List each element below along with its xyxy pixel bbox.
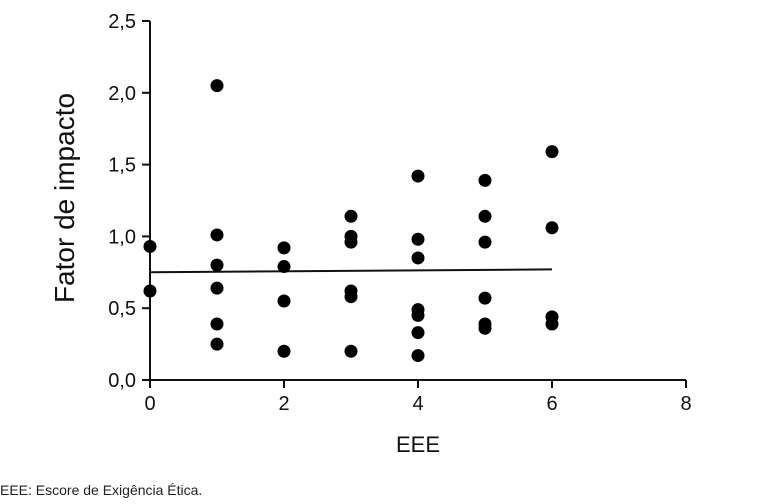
- data-point: [545, 317, 559, 331]
- data-point: [344, 290, 358, 304]
- data-point: [210, 281, 224, 295]
- data-point: [478, 321, 492, 335]
- data-point: [277, 241, 291, 255]
- data-point: [411, 251, 425, 265]
- y-tick-label: 1,5: [108, 155, 136, 177]
- data-point: [478, 235, 492, 249]
- data-point: [545, 221, 559, 235]
- data-point: [143, 284, 157, 298]
- data-point: [411, 326, 425, 340]
- data-point: [210, 79, 224, 93]
- data-point: [411, 308, 425, 322]
- data-point: [411, 232, 425, 246]
- x-axis: 0 2 4 6 8: [144, 379, 692, 415]
- data-point: [545, 145, 559, 159]
- x-axis-title: EEE: [396, 432, 440, 457]
- data-point: [143, 239, 157, 253]
- x-tick-label: 2: [278, 393, 289, 415]
- x-tick-label: 0: [144, 393, 155, 415]
- data-point: [277, 260, 291, 274]
- y-tick-label: 0,0: [108, 370, 136, 392]
- y-axis: 0,0 0,5 1,0 1,5 2,0 2,5: [108, 11, 151, 392]
- figure-caption: EEE: Escore de Exigência Ética.: [0, 482, 203, 498]
- data-point: [210, 258, 224, 272]
- data-point: [478, 291, 492, 305]
- y-axis-title: Fator de impacto: [49, 93, 80, 303]
- data-point: [344, 235, 358, 249]
- y-tick-label: 2,0: [108, 83, 136, 105]
- data-point: [277, 294, 291, 308]
- trendline: [149, 268, 553, 274]
- x-tick-label: 8: [680, 393, 691, 415]
- x-tick-label: 6: [546, 393, 557, 415]
- x-tick-label: 4: [412, 393, 423, 415]
- y-tick-label: 0,5: [108, 298, 136, 320]
- data-point: [277, 344, 291, 358]
- data-point: [344, 209, 358, 223]
- y-tick-label: 2,5: [108, 11, 136, 33]
- data-point: [411, 349, 425, 363]
- data-point: [210, 228, 224, 242]
- data-point: [210, 337, 224, 351]
- points-layer: [143, 79, 559, 363]
- data-point: [478, 173, 492, 187]
- data-point: [478, 209, 492, 223]
- data-point: [411, 169, 425, 183]
- trendline-layer: [149, 268, 553, 274]
- data-point: [344, 344, 358, 358]
- data-point: [210, 317, 224, 331]
- y-tick-label: 1,0: [108, 226, 136, 248]
